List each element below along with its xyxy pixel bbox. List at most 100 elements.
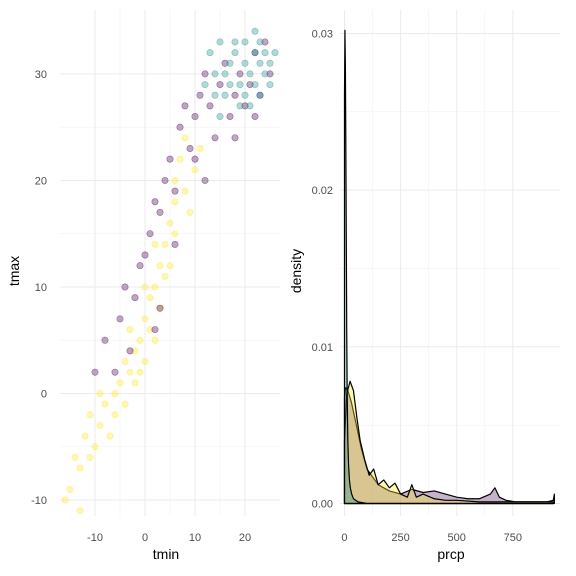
density-area (343, 29, 554, 505)
scatter-point (221, 59, 229, 67)
scatter-point (96, 389, 104, 397)
scatter-point (231, 134, 239, 142)
scatter-point (96, 421, 104, 429)
scatter-point (211, 134, 219, 142)
scatter-point (236, 102, 244, 110)
scatter-y-tick-label: 10 (35, 282, 47, 294)
scatter-point (216, 38, 224, 46)
scatter-point (76, 507, 84, 515)
density-y-tick-label: 0.01 (312, 342, 333, 354)
scatter-point (121, 400, 129, 408)
density-grid (340, 10, 560, 516)
scatter-point (241, 91, 249, 99)
scatter-x-tick-label: 0 (142, 532, 148, 544)
scatter-point (271, 49, 279, 57)
scatter-point (266, 70, 274, 78)
density-x-tick-label: 500 (448, 532, 466, 544)
scatter-point (191, 113, 199, 121)
scatter-point (266, 81, 274, 89)
scatter-point (151, 283, 159, 291)
scatter-point (196, 91, 204, 99)
scatter-point (251, 113, 259, 121)
density-y-axis-title: density (288, 249, 304, 293)
scatter-y-axis-title: tmax (6, 256, 22, 286)
scatter-point (171, 240, 179, 248)
scatter-y-tick-label: -10 (31, 495, 47, 507)
scatter-point (156, 262, 164, 270)
scatter-x-tick-label: 20 (239, 532, 251, 544)
scatter-point (231, 91, 239, 99)
scatter-x-ticks: -10 0 10 20 (87, 532, 251, 544)
scatter-point (166, 262, 174, 270)
scatter-point (126, 347, 134, 355)
scatter-x-tick-label: 10 (189, 532, 201, 544)
scatter-point (201, 70, 209, 78)
scatter-point (261, 49, 269, 57)
scatter-point (226, 81, 234, 89)
scatter-point (256, 91, 264, 99)
scatter-point (181, 187, 189, 195)
scatter-point (261, 70, 269, 78)
scatter-point (126, 368, 134, 376)
scatter-point (146, 294, 154, 302)
scatter-point (136, 336, 144, 344)
scatter-point (151, 326, 159, 334)
density-y-ticks: 0.00 0.01 0.02 0.03 (312, 28, 333, 510)
scatter-y-ticks: -10 0 10 20 30 (31, 69, 47, 507)
scatter-point (246, 81, 254, 89)
density-x-tick-label: 750 (504, 532, 522, 544)
scatter-point (151, 198, 159, 206)
scatter-point (131, 347, 139, 355)
scatter-point (146, 326, 154, 334)
scatter-point (161, 272, 169, 280)
density-x-tick-label: 250 (391, 532, 409, 544)
scatter-point (116, 315, 124, 323)
scatter-point (241, 38, 249, 46)
scatter-point (141, 251, 149, 259)
scatter-point (126, 326, 134, 334)
scatter-point (151, 240, 159, 248)
scatter-point (226, 113, 234, 121)
scatter-point (86, 411, 94, 419)
scatter-point (171, 176, 179, 184)
scatter-point (211, 70, 219, 78)
scatter-point (231, 38, 239, 46)
scatter-point (91, 368, 99, 376)
scatter-point (106, 432, 114, 440)
scatter-point (206, 49, 214, 57)
scatter-point (101, 336, 109, 344)
scatter-point (186, 144, 194, 152)
scatter-grid (60, 10, 280, 516)
scatter-point (176, 155, 184, 163)
density-y-tick-label: 0.03 (312, 28, 333, 40)
scatter-point (136, 368, 144, 376)
scatter-x-tick-label: -10 (87, 532, 103, 544)
scatter-point (156, 304, 164, 312)
scatter-point (251, 81, 259, 89)
scatter-point (226, 59, 234, 67)
scatter-point (171, 230, 179, 238)
scatter-point (111, 389, 119, 397)
scatter-point (161, 176, 169, 184)
scatter-point (111, 411, 119, 419)
scatter-point (246, 102, 254, 110)
scatter-point (121, 283, 129, 291)
scatter-point (266, 59, 274, 67)
density-panel: 0 250 500 750 0.00 0.01 0.02 0.03 prcp density (288, 10, 560, 562)
scatter-point (256, 59, 264, 67)
scatter-point (181, 134, 189, 142)
scatter-point (141, 358, 149, 366)
density-area (343, 380, 554, 505)
scatter-point (191, 155, 199, 163)
scatter-point (236, 81, 244, 89)
scatter-point (121, 358, 129, 366)
scatter-point (161, 240, 169, 248)
scatter-point (86, 453, 94, 461)
scatter-y-tick-label: 0 (41, 388, 47, 400)
scatter-point (171, 198, 179, 206)
scatter-point (211, 91, 219, 99)
scatter-point (141, 283, 149, 291)
scatter-point (141, 315, 149, 323)
